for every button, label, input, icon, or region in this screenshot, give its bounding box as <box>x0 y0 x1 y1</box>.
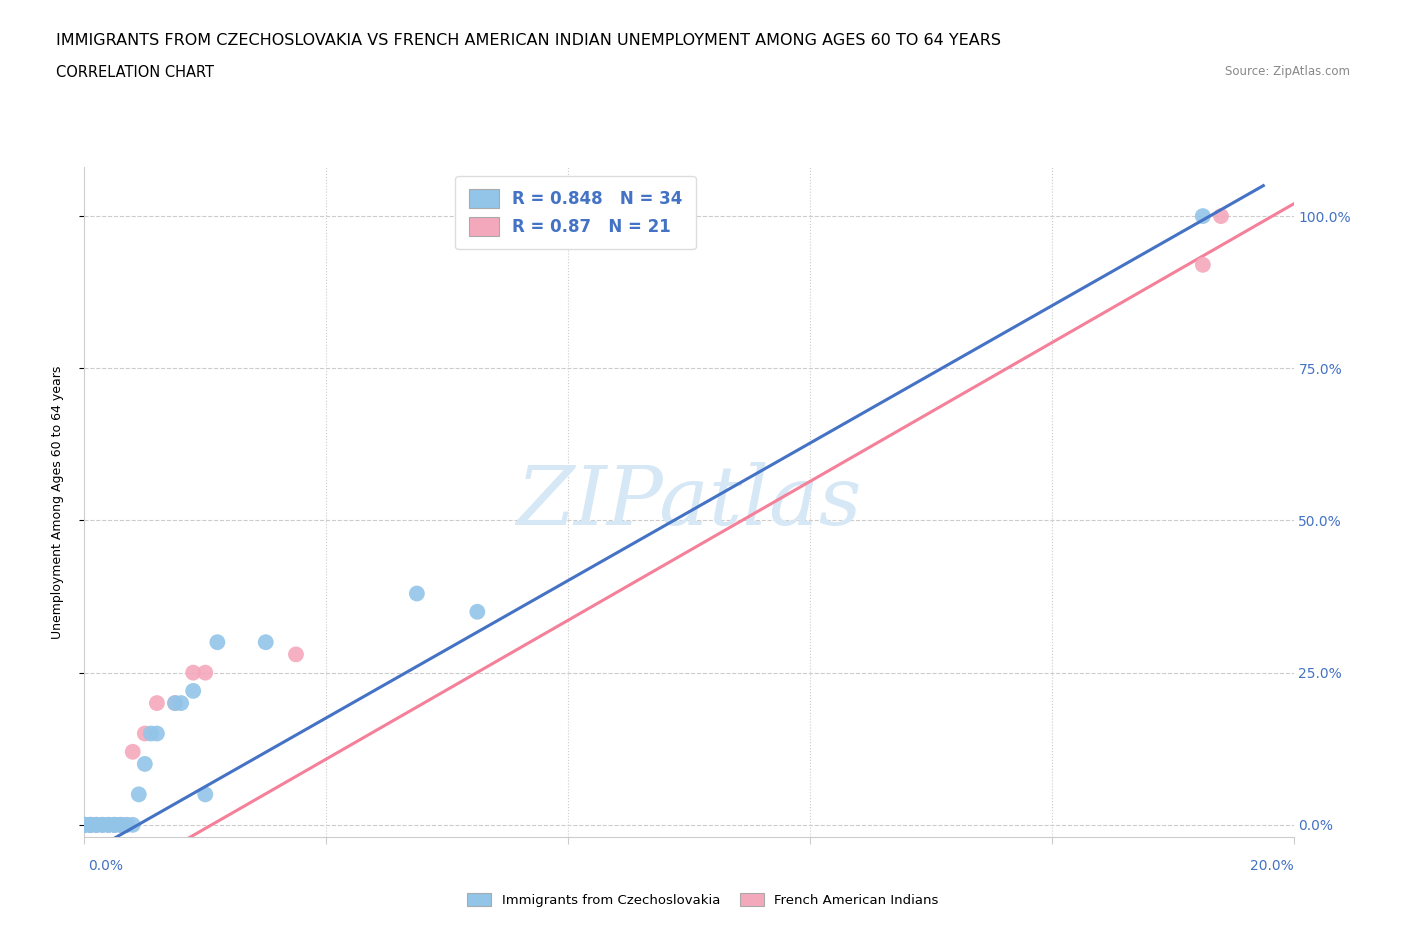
Point <box>79 817 101 832</box>
Point <box>97 817 120 832</box>
Point <box>207 635 229 650</box>
Point <box>86 817 108 832</box>
Point <box>128 787 150 802</box>
Point <box>73 817 96 832</box>
Point <box>406 586 429 601</box>
Point <box>194 665 217 680</box>
Point <box>181 684 204 698</box>
Point <box>73 817 96 832</box>
Point <box>146 726 169 741</box>
Point <box>285 647 308 662</box>
Point <box>115 817 138 832</box>
Point <box>134 756 156 771</box>
Point <box>134 726 156 741</box>
Text: CORRELATION CHART: CORRELATION CHART <box>56 65 214 80</box>
Point <box>165 696 187 711</box>
Point <box>121 817 143 832</box>
Point <box>170 696 193 711</box>
Legend: Immigrants from Czechoslovakia, French American Indians: Immigrants from Czechoslovakia, French A… <box>463 887 943 912</box>
Point <box>467 604 489 619</box>
Legend: R = 0.848   N = 34, R = 0.87   N = 21: R = 0.848 N = 34, R = 0.87 N = 21 <box>456 176 696 249</box>
Point <box>73 817 96 832</box>
Point <box>139 726 162 741</box>
Point <box>79 817 101 832</box>
Point <box>110 817 132 832</box>
Point <box>79 817 101 832</box>
Point <box>104 817 127 832</box>
Text: 0.0%: 0.0% <box>89 858 124 872</box>
Point <box>254 635 277 650</box>
Point <box>73 817 96 832</box>
Point <box>181 665 204 680</box>
Point <box>1209 208 1232 223</box>
Point <box>165 696 187 711</box>
Point <box>86 817 108 832</box>
Point <box>73 817 96 832</box>
Point <box>91 817 114 832</box>
Point <box>79 817 101 832</box>
Point <box>1192 208 1215 223</box>
Point <box>115 817 138 832</box>
Point <box>91 817 114 832</box>
Text: ZIPatlas: ZIPatlas <box>516 462 862 542</box>
Point <box>73 817 96 832</box>
Point <box>91 817 114 832</box>
Point <box>73 817 96 832</box>
Text: 20.0%: 20.0% <box>1250 858 1294 872</box>
Point <box>104 817 127 832</box>
Point <box>110 817 132 832</box>
Text: Source: ZipAtlas.com: Source: ZipAtlas.com <box>1225 65 1350 78</box>
Point <box>86 817 108 832</box>
Point <box>121 744 143 759</box>
Y-axis label: Unemployment Among Ages 60 to 64 years: Unemployment Among Ages 60 to 64 years <box>51 365 63 639</box>
Point <box>194 787 217 802</box>
Point <box>97 817 120 832</box>
Point <box>104 817 127 832</box>
Point <box>97 817 120 832</box>
Text: IMMIGRANTS FROM CZECHOSLOVAKIA VS FRENCH AMERICAN INDIAN UNEMPLOYMENT AMONG AGES: IMMIGRANTS FROM CZECHOSLOVAKIA VS FRENCH… <box>56 33 1001 47</box>
Point <box>104 817 127 832</box>
Point <box>110 817 132 832</box>
Point <box>1192 258 1215 272</box>
Point <box>146 696 169 711</box>
Point <box>79 817 101 832</box>
Point <box>73 817 96 832</box>
Point <box>86 817 108 832</box>
